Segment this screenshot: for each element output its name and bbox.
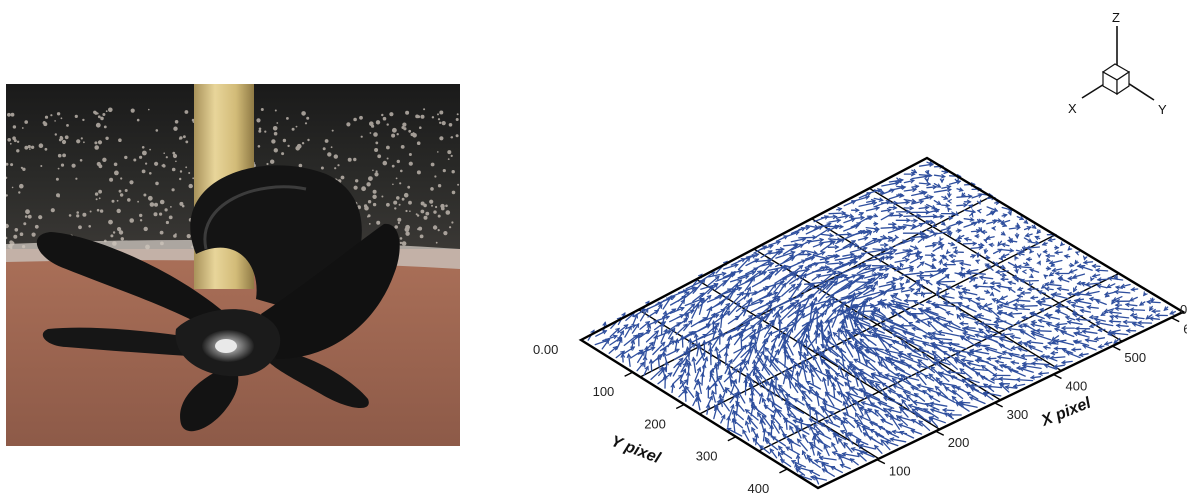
vector-arrow	[786, 447, 799, 454]
vector-arrow	[915, 414, 930, 422]
vector-arrow	[836, 245, 853, 252]
y-tick-mark	[779, 469, 787, 473]
vector-arrowhead	[969, 214, 973, 218]
x-tick-label: 500	[1124, 350, 1146, 365]
vector-arrow	[858, 240, 881, 249]
y-tick-label: 200	[644, 417, 666, 432]
x-tick-label: 200	[948, 435, 970, 450]
x-tick-label: 600	[1183, 322, 1187, 337]
x-tick-mark	[1112, 346, 1120, 350]
vector-arrow	[889, 215, 903, 216]
triad-y-label: Y	[1158, 102, 1167, 117]
x-tick-label: 300	[1007, 407, 1029, 422]
vector-arrow	[822, 469, 834, 476]
x-tick-label: 400	[1066, 379, 1088, 394]
vector-arrow	[1021, 306, 1037, 307]
x-tick-mark	[877, 460, 885, 464]
x-tick-mark	[1171, 318, 1179, 322]
vector-arrow	[904, 216, 920, 217]
vector-arrowhead	[1030, 282, 1034, 286]
vector-arrowhead	[946, 291, 949, 295]
origin-tick-label: 0.00	[533, 342, 558, 357]
vector-field-plot: 0.00 0 100 200 300 400 100 200 300 400 500 600 Y…	[470, 0, 1187, 494]
vector-arrowhead	[953, 247, 957, 251]
vector-arrowhead	[1076, 252, 1080, 256]
axis-triad: Z X Y	[1068, 10, 1167, 117]
vector-arrow	[978, 358, 996, 366]
y-tick-mark	[625, 372, 633, 376]
vector-arrow	[919, 216, 937, 217]
triad-z-label: Z	[1112, 10, 1120, 25]
x-tick-mark	[936, 431, 944, 435]
vector-arrow	[914, 293, 931, 294]
vector-arrow	[1124, 322, 1137, 323]
vector-arrow	[807, 335, 816, 352]
vector-arrow	[1021, 281, 1038, 282]
vector-arrow	[741, 333, 742, 349]
vector-arrow	[836, 374, 851, 382]
vector-arrow	[836, 234, 851, 235]
vector-arrow	[937, 281, 955, 282]
vector-arrow	[829, 213, 845, 214]
x-tick-mark	[1053, 374, 1061, 378]
vector-arrow	[849, 433, 861, 440]
y-tick-label: 100	[593, 384, 615, 399]
vector-arrow	[937, 393, 955, 402]
vector-arrow	[964, 243, 977, 244]
vector-arrow	[690, 339, 691, 351]
vector-arrow	[914, 316, 930, 327]
triad-x-label: X	[1068, 101, 1077, 116]
vector-arrowhead	[984, 280, 988, 284]
y-tick-label: 400	[748, 481, 770, 494]
y-axis-label: Y pixel	[609, 433, 663, 467]
vector-field	[588, 162, 1175, 484]
vector-arrow	[764, 332, 771, 346]
vector-arrowhead	[1023, 270, 1027, 274]
y-tick-mark	[676, 404, 684, 408]
vector-arrow	[775, 359, 792, 372]
y-tick-label: 300	[696, 449, 718, 464]
x-top-tick-label: 0	[1180, 302, 1187, 317]
vector-arrow	[915, 394, 925, 402]
vector-arrowhead	[940, 237, 943, 241]
vector-arrowhead	[938, 246, 942, 250]
x-tick-label: 100	[889, 464, 911, 479]
vector-arrow	[869, 437, 883, 445]
x-tick-mark	[995, 403, 1003, 407]
vector-arrow	[817, 440, 830, 447]
x-axis-label: X pixel	[1038, 394, 1094, 430]
propeller-photo	[6, 84, 460, 446]
vector-arrow	[1037, 331, 1052, 332]
vector-arrow	[1130, 310, 1144, 311]
y-tick-mark	[728, 437, 736, 441]
